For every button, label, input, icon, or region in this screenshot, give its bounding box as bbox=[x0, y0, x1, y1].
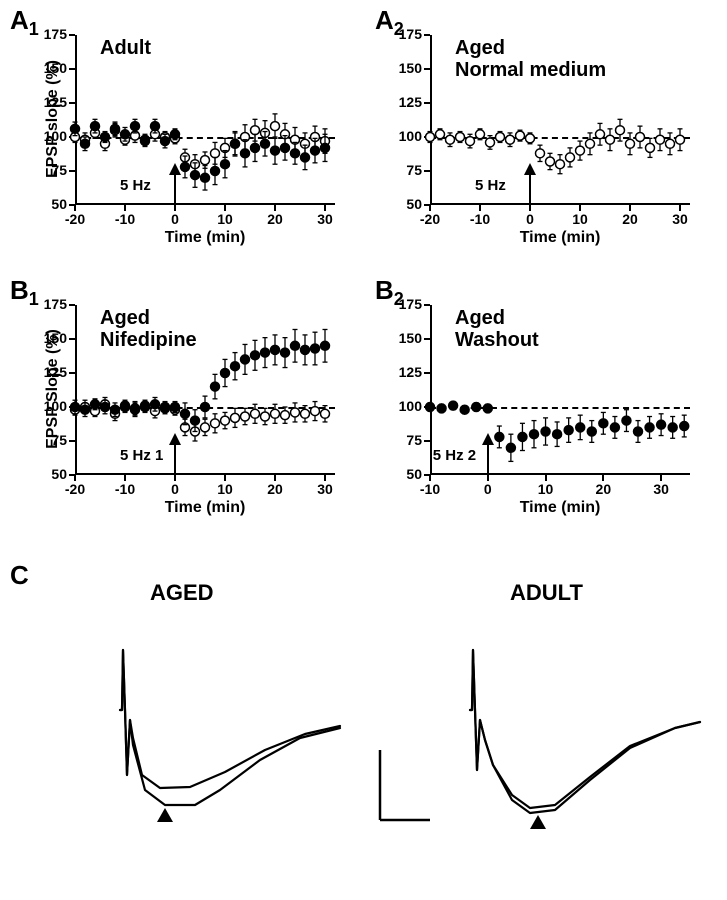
xtick-label: 30 bbox=[311, 481, 339, 497]
ytick-label: 175 bbox=[399, 296, 422, 312]
panel-sub: 1 bbox=[29, 289, 39, 309]
xtick-label: -20 bbox=[61, 481, 89, 497]
panel-letter: A bbox=[10, 5, 29, 35]
panel-label-A1: A1 bbox=[10, 5, 39, 40]
ytick-label: 150 bbox=[399, 60, 422, 76]
xtick-label: 10 bbox=[211, 481, 239, 497]
xtick-label: 30 bbox=[666, 211, 694, 227]
ytick-label: 125 bbox=[44, 94, 67, 110]
ytick-label: 125 bbox=[399, 364, 422, 380]
panel-label-B1: B1 bbox=[10, 275, 39, 310]
series-layer-B1 bbox=[75, 305, 335, 475]
panel-label-C: C bbox=[10, 560, 29, 591]
panel-letter: B bbox=[375, 275, 394, 305]
ytick-label: 50 bbox=[406, 196, 422, 212]
xtick-label: 0 bbox=[474, 481, 502, 497]
xtick-label: 30 bbox=[311, 211, 339, 227]
xtick-label: 10 bbox=[211, 211, 239, 227]
ytick-label: 100 bbox=[44, 128, 67, 144]
xtick-label: 10 bbox=[532, 481, 560, 497]
ytick-label: 75 bbox=[406, 432, 422, 448]
xtick-label: -10 bbox=[111, 481, 139, 497]
xtick-label: -20 bbox=[416, 211, 444, 227]
xtick-label: 10 bbox=[566, 211, 594, 227]
xtick-label: -20 bbox=[61, 211, 89, 227]
ytick-label: 50 bbox=[51, 196, 67, 212]
xtick-label: 0 bbox=[516, 211, 544, 227]
series-layer-B2 bbox=[430, 305, 690, 475]
panel-letter: B bbox=[10, 275, 29, 305]
ytick-label: 100 bbox=[44, 398, 67, 414]
ytick-label: 75 bbox=[406, 162, 422, 178]
trace-title-1: ADULT bbox=[510, 580, 583, 606]
xtick-label: -10 bbox=[416, 481, 444, 497]
xtick-label: 30 bbox=[647, 481, 675, 497]
ytick-label: 100 bbox=[399, 128, 422, 144]
ytick-label: 150 bbox=[399, 330, 422, 346]
ytick-label: 50 bbox=[406, 466, 422, 482]
ytick-label: 175 bbox=[399, 26, 422, 42]
xtick-label: 20 bbox=[261, 481, 289, 497]
panel-sub: 1 bbox=[29, 19, 39, 39]
xtick-label: 20 bbox=[616, 211, 644, 227]
xlabel-B2: Time (min) bbox=[430, 499, 690, 517]
ytick-label: 75 bbox=[51, 432, 67, 448]
trace-title-0: AGED bbox=[150, 580, 214, 606]
series-layer-A1 bbox=[75, 35, 335, 205]
xtick-label: 20 bbox=[589, 481, 617, 497]
ytick-label: 150 bbox=[44, 330, 67, 346]
ytick-label: 150 bbox=[44, 60, 67, 76]
xtick-label: 0 bbox=[161, 481, 189, 497]
xtick-label: 0 bbox=[161, 211, 189, 227]
xlabel-A2: Time (min) bbox=[430, 229, 690, 247]
ytick-label: 125 bbox=[399, 94, 422, 110]
ytick-label: 175 bbox=[44, 26, 67, 42]
xtick-label: -10 bbox=[466, 211, 494, 227]
panel-letter: A bbox=[375, 5, 394, 35]
trace-svg-0 bbox=[70, 620, 350, 840]
xlabel-B1: Time (min) bbox=[75, 499, 335, 517]
ytick-label: 75 bbox=[51, 162, 67, 178]
ytick-label: 100 bbox=[399, 398, 422, 414]
ytick-label: 125 bbox=[44, 364, 67, 380]
trace-svg-1 bbox=[430, 620, 710, 840]
xlabel-A1: Time (min) bbox=[75, 229, 335, 247]
ytick-label: 50 bbox=[51, 466, 67, 482]
series-layer-A2 bbox=[430, 35, 690, 205]
xtick-label: -10 bbox=[111, 211, 139, 227]
ytick-label: 175 bbox=[44, 296, 67, 312]
xtick-label: 20 bbox=[261, 211, 289, 227]
